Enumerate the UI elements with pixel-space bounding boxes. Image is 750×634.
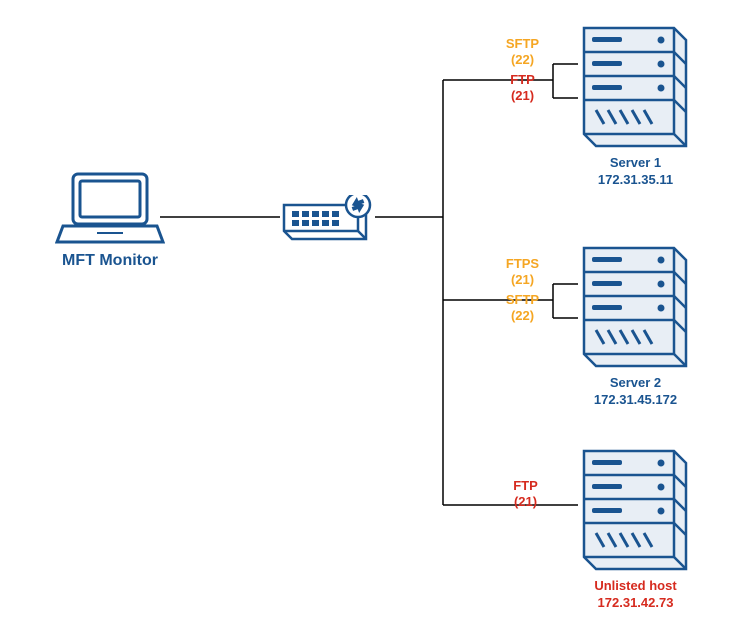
laptop-icon: [55, 170, 165, 255]
server-3-proto-ftp: FTP (21): [498, 478, 553, 509]
server-1-name: Server 1: [610, 155, 661, 170]
switch-icon: [280, 195, 375, 255]
server-1-proto-sftp: SFTP (22): [495, 36, 550, 67]
server-2-name: Server 2: [610, 375, 661, 390]
laptop-label: MFT Monitor: [55, 252, 165, 270]
server-1-proto-ftp: FTP (21): [495, 72, 550, 103]
network-diagram: MFT Monitor: [0, 0, 750, 634]
server-3-label: Unlisted host 172.31.42.73: [578, 578, 693, 612]
server-3-ip: 172.31.42.73: [598, 595, 674, 610]
server-2-label: Server 2 172.31.45.172: [578, 375, 693, 409]
server-2-icon: [578, 242, 693, 377]
server-3-icon: [578, 445, 693, 580]
server-2-proto-sftp: SFTP (22): [495, 292, 550, 323]
server-2-ip: 172.31.45.172: [594, 392, 677, 407]
server-1-icon: [578, 22, 693, 157]
server-1-label: Server 1 172.31.35.11: [578, 155, 693, 189]
server-1-ip: 172.31.35.11: [598, 172, 673, 187]
server-3-name: Unlisted host: [594, 578, 676, 593]
server-2-proto-ftps: FTPS (21): [495, 256, 550, 287]
